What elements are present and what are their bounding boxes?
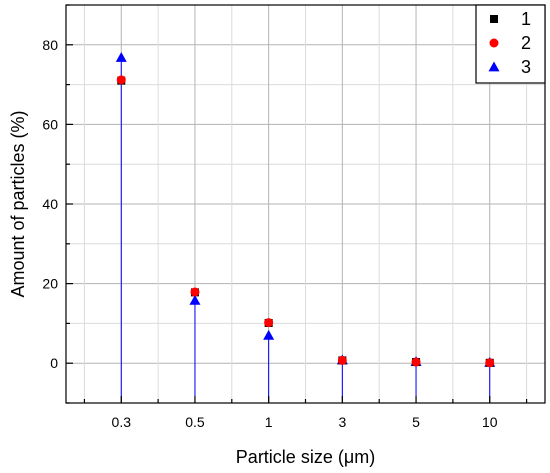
series-2-point xyxy=(337,355,347,365)
series-3-point xyxy=(115,52,127,62)
legend-box xyxy=(475,4,546,84)
x-tick-label: 1 xyxy=(265,414,273,430)
series-3-point xyxy=(189,294,201,305)
x-tick-label: 10 xyxy=(482,414,498,430)
y-tick-label: 60 xyxy=(42,116,58,132)
grid xyxy=(66,4,545,404)
axis-ticks: 0 20 40 60 80 0.3 0.5 1 3 5 10 xyxy=(42,4,528,430)
x-tick-label: 5 xyxy=(412,414,420,430)
legend-marker-2 xyxy=(489,38,499,48)
y-axis-title: Amount of particles (%) xyxy=(8,110,28,297)
y-tick-label: 20 xyxy=(42,276,58,292)
series-2-point xyxy=(411,357,421,367)
series-2-point xyxy=(485,358,495,368)
x-tick-label: 0.5 xyxy=(185,414,205,430)
legend-marker-3 xyxy=(488,61,500,72)
series-2-point xyxy=(116,75,126,85)
legend-label-1: 1 xyxy=(521,9,531,29)
legend-label-3: 3 xyxy=(521,57,531,77)
data-markers xyxy=(115,52,496,368)
stem-lines xyxy=(120,57,491,403)
y-tick-label: 80 xyxy=(42,37,58,53)
series-3-point xyxy=(263,329,275,340)
legend: 1 2 3 xyxy=(475,4,546,84)
x-tick-label: 0.3 xyxy=(112,414,132,430)
series-2-point xyxy=(264,318,274,328)
legend-marker-1 xyxy=(490,15,498,23)
x-tick-label: 3 xyxy=(338,414,346,430)
y-tick-label: 0 xyxy=(50,355,58,371)
x-axis-title: Particle size (μm) xyxy=(236,447,375,467)
legend-label-2: 2 xyxy=(521,33,531,53)
y-tick-label: 40 xyxy=(42,196,58,212)
series-2-point xyxy=(190,287,200,297)
